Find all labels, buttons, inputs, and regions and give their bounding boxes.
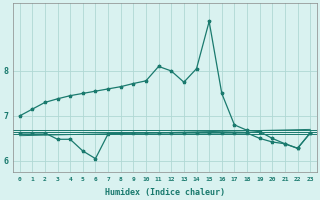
X-axis label: Humidex (Indice chaleur): Humidex (Indice chaleur) [105, 188, 225, 197]
